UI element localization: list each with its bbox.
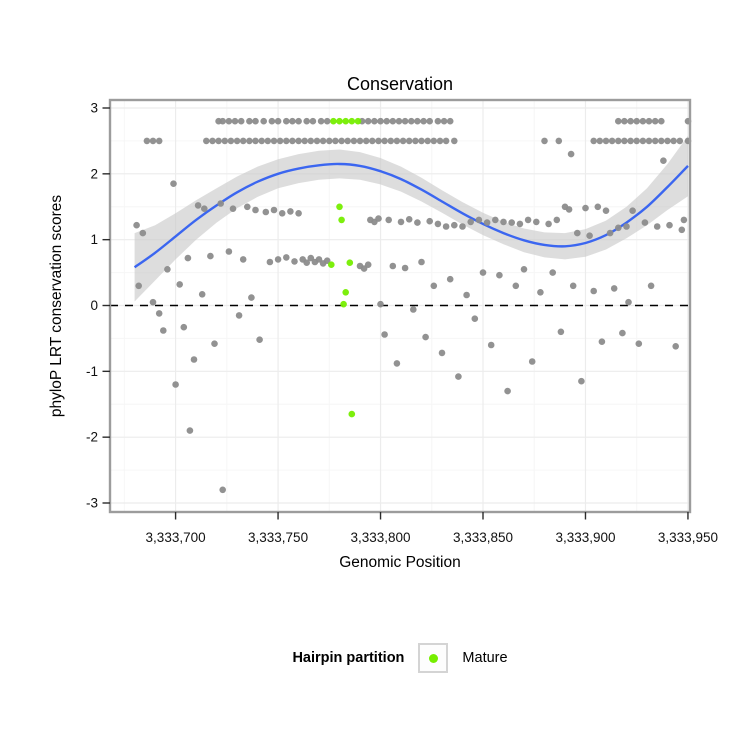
svg-text:1: 1 xyxy=(90,232,98,247)
svg-text:-1: -1 xyxy=(86,364,98,379)
x-axis-label: Genomic Position xyxy=(339,554,461,571)
legend-title: Hairpin partition xyxy=(292,650,405,666)
svg-text:3,333,700: 3,333,700 xyxy=(146,530,206,545)
svg-text:3: 3 xyxy=(90,101,98,116)
legend: Hairpin partition Mature xyxy=(110,638,690,678)
chart-title: Conservation xyxy=(346,74,454,94)
svg-text:-2: -2 xyxy=(86,430,98,445)
mature-dot-icon xyxy=(428,653,438,663)
svg-text:3,333,950: 3,333,950 xyxy=(658,530,718,545)
svg-text:3,333,800: 3,333,800 xyxy=(350,530,410,545)
svg-text:3,333,850: 3,333,850 xyxy=(453,530,513,545)
svg-text:-3: -3 xyxy=(86,496,98,511)
svg-text:0: 0 xyxy=(90,298,98,313)
legend-item-label-mature: Mature xyxy=(462,650,508,666)
svg-text:3,333,750: 3,333,750 xyxy=(248,530,308,545)
legend-key-box xyxy=(418,643,449,673)
svg-text:3,333,900: 3,333,900 xyxy=(555,530,615,545)
svg-text:2: 2 xyxy=(90,166,98,181)
scatter-plot-canvas: -3 -2 -1 0 1 2 3 3,333,700 3,333,750 3,333,800 3,3… xyxy=(86,98,718,545)
